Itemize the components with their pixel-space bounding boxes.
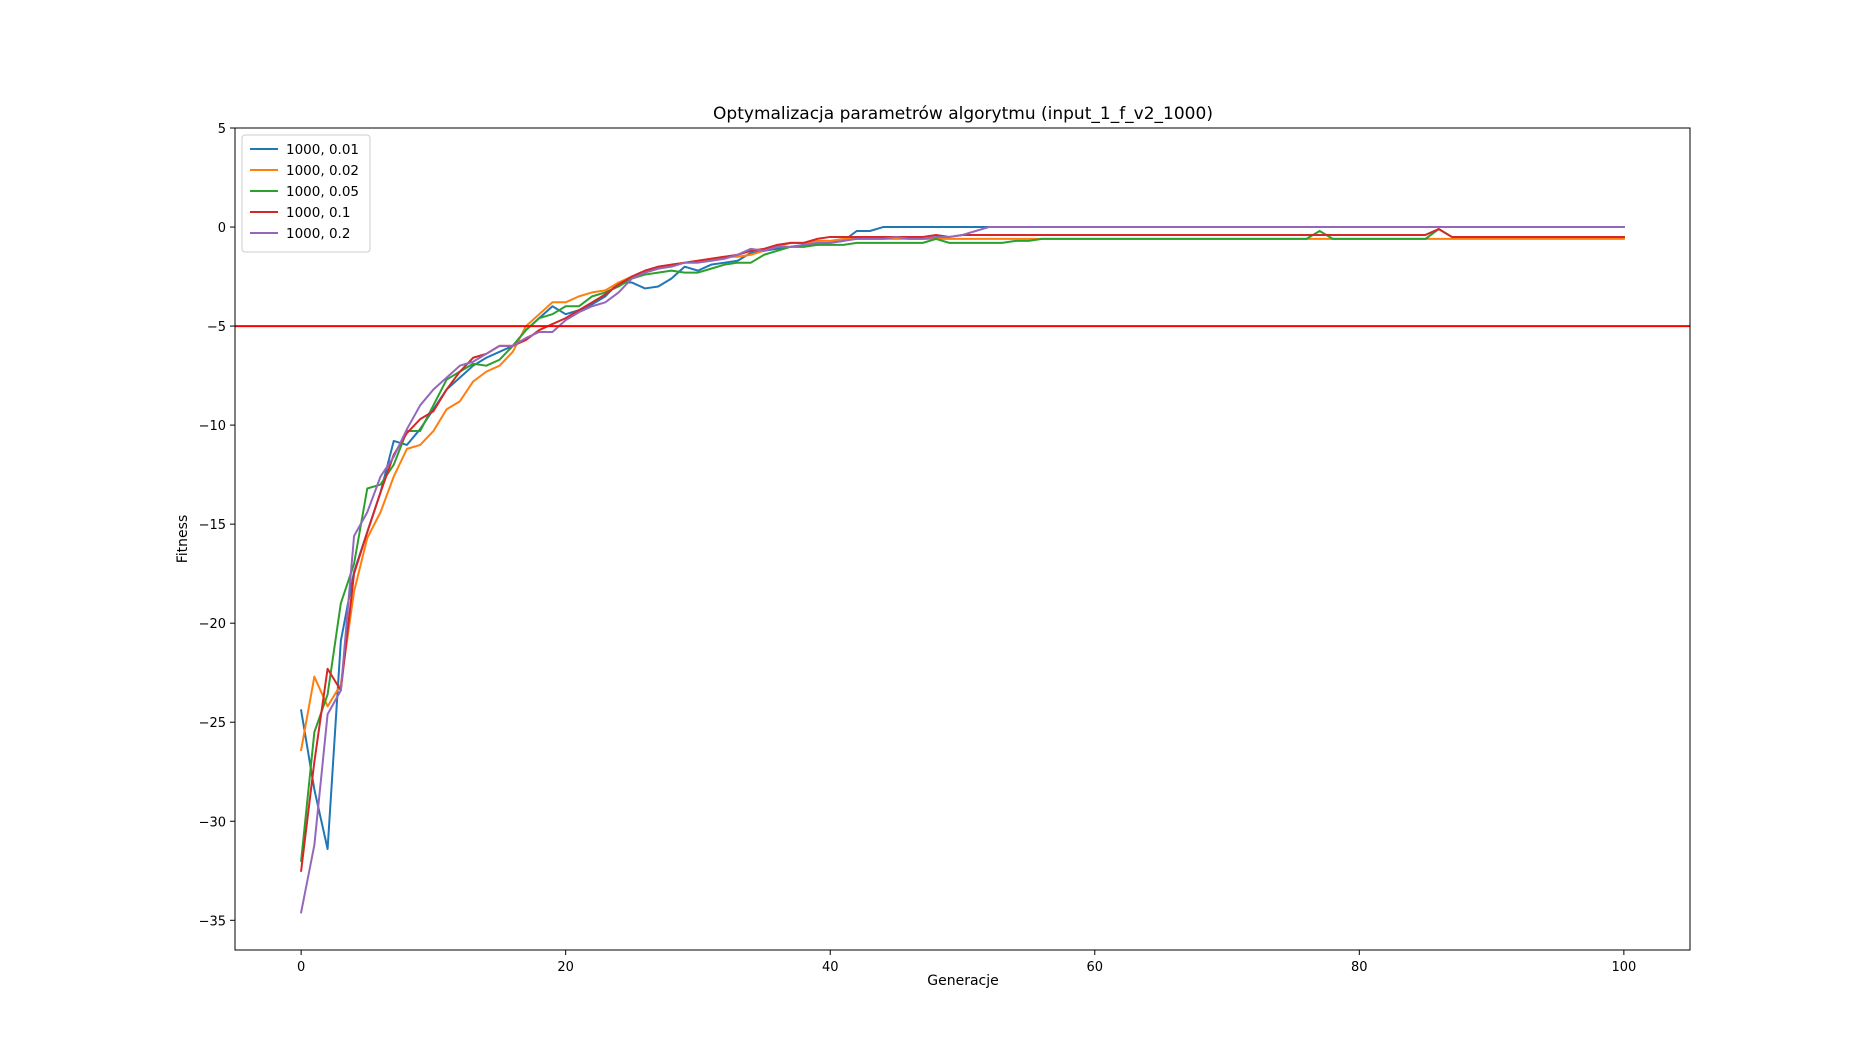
chart-title: Optymalizacja parametrów algorytmu (inpu… [713, 104, 1213, 124]
series-line-5 [299, 226, 1625, 914]
y-tick-label: −10 [199, 419, 226, 434]
legend-label-4: 1000, 0.1 [286, 205, 350, 221]
legend-label-5: 1000, 0.2 [286, 226, 350, 242]
y-tick-label: −20 [199, 617, 226, 632]
y-tick-label: 0 [218, 221, 226, 236]
y-tick-label: −25 [199, 716, 226, 731]
x-tick-label: 100 [1611, 960, 1636, 975]
legend-label-2: 1000, 0.02 [286, 163, 359, 179]
x-tick-label: 60 [1086, 960, 1103, 975]
x-tick-label: 40 [822, 960, 839, 975]
series-group [235, 226, 1690, 914]
y-tick-label: −35 [199, 914, 226, 929]
y-tick-label: −5 [207, 320, 226, 335]
y-tick-label: −15 [199, 518, 226, 533]
legend-label-3: 1000, 0.05 [286, 184, 359, 200]
y-tick-label: −30 [199, 815, 226, 830]
x-axis-label: Generacje [927, 973, 998, 989]
plot-area: 0 20 40 60 80 100 5 0 −5 −10 −15 −20 −25 −30 −35 1000, … [199, 122, 1691, 975]
legend-label-1: 1000, 0.01 [286, 142, 359, 158]
x-tick-label: 0 [297, 960, 305, 975]
legend: 1000, 0.01 1000, 0.02 1000, 0.05 1000, 0.1 1… [241, 134, 371, 253]
y-tick-label: 5 [218, 122, 226, 137]
x-tick-label: 20 [557, 960, 574, 975]
y-axis-label: Fitness [175, 515, 191, 564]
series-line-3 [300, 228, 1625, 862]
legend-box [241, 134, 371, 253]
axes-frame [234, 127, 1691, 951]
x-tick-label: 80 [1351, 960, 1368, 975]
